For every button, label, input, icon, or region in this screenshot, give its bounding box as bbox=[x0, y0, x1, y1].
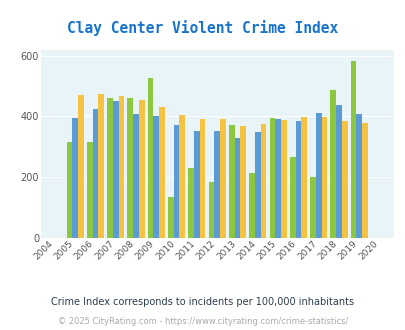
Bar bbox=[295, 121, 301, 238]
Bar bbox=[107, 98, 113, 238]
Bar bbox=[72, 118, 78, 238]
Bar bbox=[113, 101, 118, 238]
Text: © 2025 CityRating.com - https://www.cityrating.com/crime-statistics/: © 2025 CityRating.com - https://www.city… bbox=[58, 316, 347, 326]
Text: Crime Index corresponds to incidents per 100,000 inhabitants: Crime Index corresponds to incidents per… bbox=[51, 297, 354, 307]
Bar bbox=[127, 98, 133, 238]
Bar bbox=[234, 138, 240, 238]
Bar bbox=[118, 96, 124, 238]
Bar bbox=[214, 130, 220, 238]
Bar bbox=[254, 132, 260, 238]
Bar bbox=[315, 113, 321, 238]
Bar bbox=[301, 117, 306, 238]
Bar bbox=[199, 119, 205, 238]
Bar bbox=[321, 117, 326, 238]
Bar bbox=[66, 142, 72, 238]
Bar bbox=[173, 125, 179, 238]
Bar bbox=[350, 61, 356, 238]
Bar bbox=[139, 100, 144, 238]
Bar bbox=[179, 115, 185, 238]
Bar bbox=[133, 114, 139, 238]
Text: Clay Center Violent Crime Index: Clay Center Violent Crime Index bbox=[67, 20, 338, 36]
Bar bbox=[249, 173, 254, 238]
Bar bbox=[330, 90, 335, 238]
Bar bbox=[240, 126, 245, 238]
Bar bbox=[335, 105, 341, 238]
Bar bbox=[98, 94, 104, 238]
Bar bbox=[194, 130, 199, 238]
Bar bbox=[168, 197, 173, 238]
Bar bbox=[228, 125, 234, 238]
Bar bbox=[208, 182, 214, 238]
Bar bbox=[356, 114, 361, 238]
Bar bbox=[78, 95, 83, 238]
Bar bbox=[87, 142, 92, 238]
Bar bbox=[260, 124, 266, 238]
Bar bbox=[188, 168, 194, 238]
Bar bbox=[341, 121, 347, 238]
Bar bbox=[269, 118, 275, 238]
Bar bbox=[159, 107, 164, 238]
Bar bbox=[280, 120, 286, 238]
Bar bbox=[289, 157, 295, 238]
Bar bbox=[92, 109, 98, 238]
Bar bbox=[361, 123, 367, 238]
Bar bbox=[275, 119, 280, 238]
Bar bbox=[153, 115, 159, 238]
Bar bbox=[309, 177, 315, 238]
Bar bbox=[147, 78, 153, 238]
Bar bbox=[220, 119, 225, 238]
